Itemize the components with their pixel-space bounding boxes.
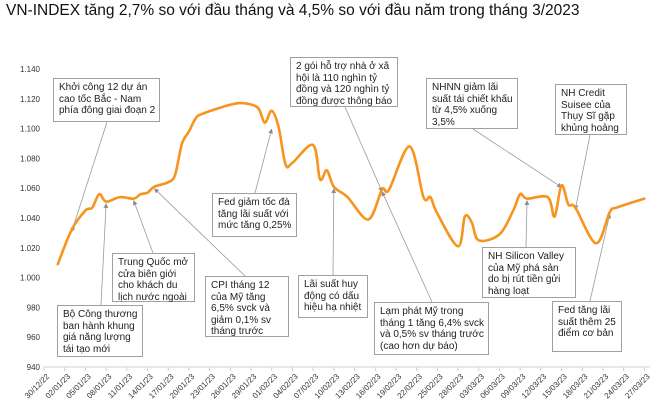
annotation-text: (cao hơn dự báo)	[380, 340, 458, 352]
annotation-text: tái tạo mới	[63, 343, 111, 355]
annotation-text: cao tốc Bắc - Nam	[59, 93, 142, 105]
y-tick-label: 980	[27, 303, 41, 312]
y-tick-label: 1.140	[20, 65, 41, 74]
annotation-box: Bộ Công thương ban hành khung giá năng lượ…	[57, 305, 143, 357]
annotation-text: Lạm phát Mỹ trong	[380, 306, 464, 317]
chart-title: VN-INDEX tăng 2,7% so với đầu tháng và 4…	[6, 2, 580, 19]
y-tick-label: 960	[27, 333, 41, 342]
annotation-text: Khởi công 12 dự án	[59, 82, 148, 93]
annotation-arrow	[589, 213, 612, 302]
annotation-text: đồng được thông báo	[296, 95, 393, 107]
series-line-vnindex	[56, 101, 646, 266]
y-tick-label: 1.020	[20, 244, 41, 253]
y-tick-label: 1.120	[20, 95, 41, 104]
annotation-text: 3,5%	[432, 116, 455, 128]
annotation-arrow	[524, 200, 530, 248]
annotation-text: tháng 1 tăng 6,4% svck	[380, 317, 484, 329]
annotation-text: suất tái chiết khấu	[432, 93, 513, 105]
annotation-text: khủng hoảng	[561, 122, 619, 134]
y-tick-label: 1.040	[20, 214, 41, 223]
annotation-text: Thụy Sĩ gặp	[561, 111, 615, 122]
annotation-arrow	[70, 121, 108, 233]
annotation-box: NH Silicon Valley của Mỹ phá sản do bị rút…	[482, 247, 576, 298]
annotation-text: Lãi suất huy	[304, 279, 358, 290]
annotation-arrow	[573, 134, 591, 211]
annotation-text: từ 4,5% xuống	[432, 105, 498, 116]
annotation-text: Bộ Công thương	[63, 309, 138, 320]
annotation-box: Trung Quốc mở cửa biên giới cho khách du lị…	[112, 253, 195, 303]
y-axis: 940 960 980 1.000 1.020 1.040 1.060 1.080 1.100 1…	[20, 65, 41, 372]
annotation-text: tăng lãi suất với	[218, 208, 289, 220]
annotation-arrow	[154, 188, 246, 277]
annotation-text: suất thêm 25	[558, 316, 616, 328]
annotation-text: NH Credit	[561, 88, 605, 99]
annotation-text: CPI tháng 12	[211, 280, 270, 291]
annotation-arrow	[331, 188, 337, 276]
annotation-text: giá năng lượng	[63, 332, 131, 343]
annotation-text: Fed tăng lãi	[558, 305, 611, 316]
annotation-arrow	[100, 203, 109, 306]
annotation-text: lịch nước ngoài	[118, 291, 187, 303]
annotation-box: Lạm phát Mỹ trong tháng 1 tăng 6,4% svck v…	[374, 302, 489, 355]
annotation-box: NHNN giảm lãi suất tái chiết khấu từ 4,5% …	[426, 78, 518, 129]
annotation-box: Fed tăng lãi suất thêm 25 điểm cơ bản	[552, 301, 622, 352]
annotation-text: của Mỹ phá sản	[488, 262, 559, 274]
y-tick-label: 1.000	[20, 274, 41, 283]
annotation-text: và 0,5% sv tháng trước	[380, 329, 484, 340]
annotation-text: cửa biên giới	[118, 268, 177, 280]
annotation-text: hội là 110 nghìn tỷ	[296, 72, 377, 84]
annotation-box: CPI tháng 12 của Mỹ tăng 6,5% svck và giảm …	[205, 276, 289, 337]
annotation-arrow	[344, 106, 383, 193]
annotation-box: Khởi công 12 dự án cao tốc Bắc - Nam phía …	[53, 78, 160, 122]
annotation-text: ban hành khung	[63, 320, 135, 332]
annotation-text: NHNN giảm lãi	[432, 82, 499, 93]
annotation-text: Fed giảm tốc đà	[218, 197, 290, 208]
y-tick-label: 1.060	[20, 184, 41, 193]
annotation-text: cho khách du	[118, 280, 178, 291]
annotation-text: điểm cơ bản	[558, 328, 614, 339]
annotation-text: hàng loạt	[488, 285, 530, 297]
annotation-text: đồng và 120 nghìn tỷ	[296, 84, 390, 95]
annotation-box: 2 gói hỗ trợ nhà ở xã hội là 110 nghìn tỷ…	[290, 57, 398, 107]
annotation-arrow	[472, 128, 562, 188]
annotation-arrow	[381, 191, 433, 303]
annotation-text: động có dấu	[304, 290, 360, 302]
annotation-text: tháng trước	[211, 326, 264, 337]
annotation-text: giảm 0,1% sv	[211, 314, 272, 326]
annotation-text: NH Silicon Valley	[488, 251, 564, 262]
annotation-text: Trung Quốc mở	[118, 257, 189, 268]
y-tick-label: 1.080	[20, 154, 41, 163]
annotation-text: hiệu hạ nhiệt	[304, 302, 362, 313]
annotation-box: Fed giảm tốc đà tăng lãi suất với mức tăng…	[212, 193, 297, 237]
annotation-text: 2 gói hỗ trợ nhà ở xã	[296, 61, 390, 72]
annotation-arrow	[132, 200, 154, 254]
annotation-box: Lãi suất huy động có dấu hiệu hạ nhiệt	[298, 275, 368, 318]
annotation-text: phía đông giai đoạn 2	[59, 105, 156, 116]
annotation-text: mức tăng 0,25%	[218, 220, 292, 231]
annotation-text: do bị rút tiền gửi	[488, 274, 561, 285]
annotation-arrows	[70, 106, 612, 306]
annotation-text: 6,5% svck và	[211, 303, 270, 314]
y-tick-label: 940	[27, 363, 41, 372]
annotation-text: của Mỹ tăng	[211, 291, 266, 303]
annotation-box: NH Credit Suisee của Thụy Sĩ gặp khủng hoản…	[555, 84, 627, 135]
annotation-arrow	[254, 128, 273, 194]
x-axis: 30/12/2202/01/2305/01/2308/01/2311/01/23…	[23, 366, 652, 400]
y-tick-label: 1.100	[20, 125, 41, 134]
annotation-text: Suisee của	[561, 99, 611, 111]
